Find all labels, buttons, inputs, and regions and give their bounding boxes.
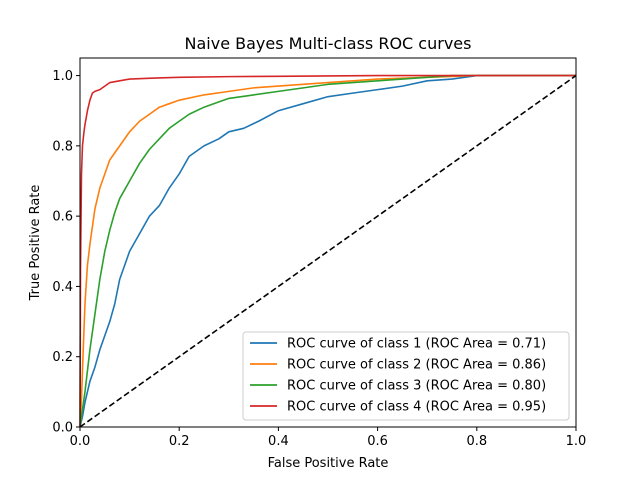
legend-label-4: ROC curve of class 4 (ROC Area = 0.95): [287, 400, 546, 415]
legend-box: [242, 331, 570, 421]
legend-label-1: ROC curve of class 1 (ROC Area = 0.71): [287, 337, 546, 352]
x-tick-label: 0.4: [268, 434, 289, 449]
diagonal-layer: [79, 74, 577, 428]
y-axis-ticks: 0.0 0.2 0.4 0.6 0.8 1.0: [52, 69, 80, 436]
x-axis-label: False Positive Rate: [268, 456, 389, 471]
y-tick-label: 0.4: [52, 280, 73, 295]
x-tick-label: 0.8: [466, 434, 487, 449]
y-axis-label: True Positive Rate: [28, 185, 43, 302]
legend: ROC curve of class 1 (ROC Area = 0.71) RO…: [242, 331, 570, 421]
x-tick-label: 0.2: [169, 434, 190, 449]
x-tick-label: 0.6: [367, 434, 388, 449]
x-axis-ticks: 0.0 0.2 0.4 0.6 0.8 1.0: [70, 427, 587, 449]
y-tick-label: 0.6: [52, 210, 73, 225]
y-tick-label: 0.2: [52, 350, 73, 365]
y-tick-label: 0.8: [52, 139, 73, 154]
x-tick-label: 0.0: [70, 434, 91, 449]
legend-label-3: ROC curve of class 3 (ROC Area = 0.80): [287, 379, 546, 394]
series-layer: [79, 74, 576, 428]
legend-label-2: ROC curve of class 2 (ROC Area = 0.86): [287, 358, 546, 373]
chart-title: Naive Bayes Multi-class ROC curves: [185, 34, 472, 53]
y-tick-label: 0.0: [52, 421, 73, 436]
series-line-4: [79, 74, 576, 428]
x-tick-label: 1.0: [566, 434, 587, 449]
axes-frame: [79, 57, 577, 428]
diagonal-reference-line: [79, 74, 577, 428]
series-line-3: [79, 74, 576, 428]
y-tick-label: 1.0: [52, 69, 73, 84]
series-line-1: [79, 74, 576, 428]
series-line-2: [79, 74, 576, 428]
plot-area: [79, 74, 577, 428]
